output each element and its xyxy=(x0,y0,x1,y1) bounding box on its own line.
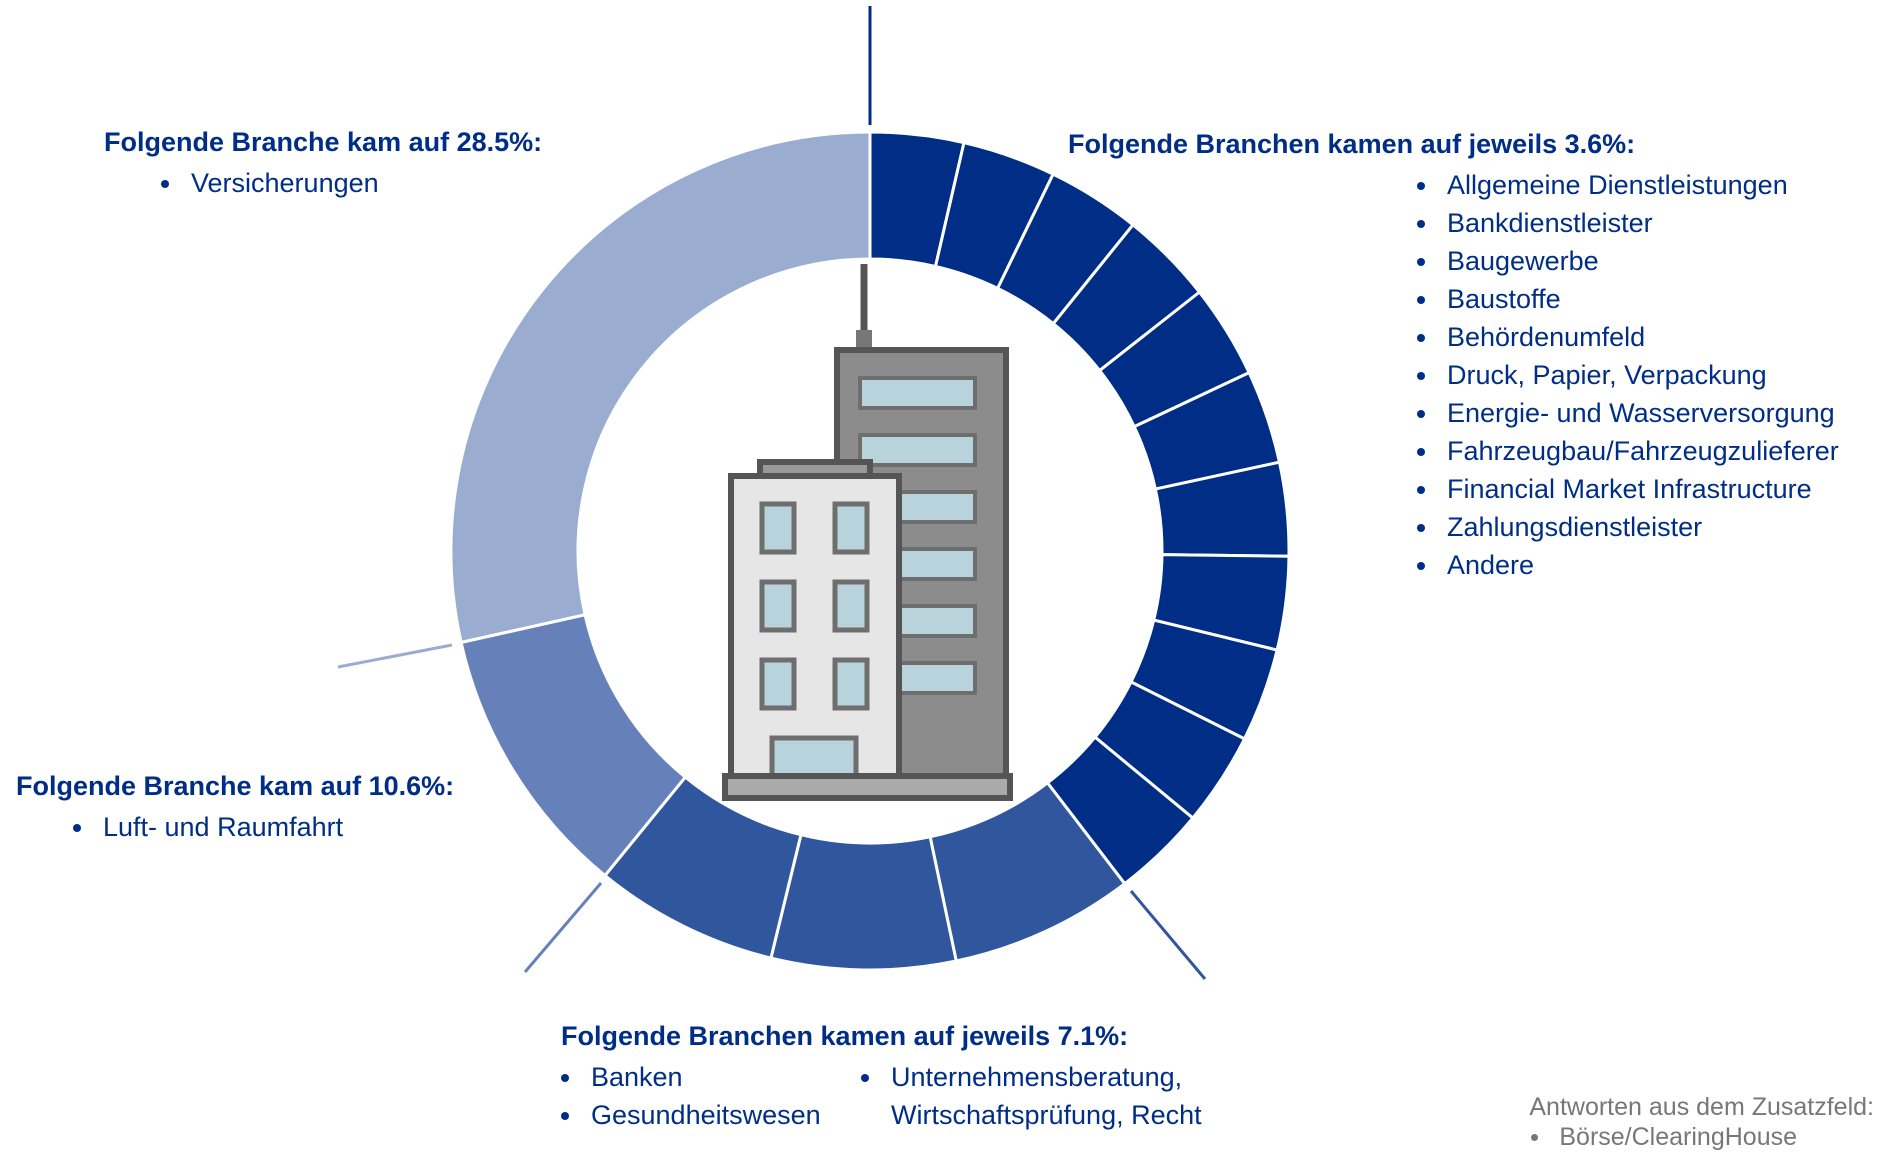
group-heading: Folgende Branche kam auf 28.5%: xyxy=(104,124,542,160)
leader-line xyxy=(1131,891,1205,979)
leader-line xyxy=(525,883,601,972)
item: Versicherungen xyxy=(157,164,542,202)
leader-line xyxy=(338,645,452,667)
item: Banken xyxy=(557,1058,857,1096)
item: Luft- und Raumfahrt xyxy=(69,808,454,846)
note: Antworten aus dem Zusatzfeld: Börse/Clea… xyxy=(1529,1092,1874,1152)
donut-segment xyxy=(771,835,956,970)
group-heading: Folgende Branchen kamen auf jeweils 7.1%… xyxy=(561,1018,1237,1054)
item-list: Versicherungen xyxy=(157,164,542,202)
item: Gesundheitswesen xyxy=(557,1096,857,1134)
item: Fahrzeugbau/Fahrzeugzulieferer xyxy=(1413,432,1839,470)
item: Unternehmensberatung, Wirtschaftsprüfung… xyxy=(857,1058,1237,1134)
item-list: Luft- und Raumfahrt xyxy=(69,808,454,846)
item: Zahlungsdienstleister xyxy=(1413,508,1839,546)
item: Andere xyxy=(1413,546,1839,584)
label-group: Folgende Branchen kamen auf jeweils 7.1%… xyxy=(561,1018,1237,1134)
group-heading: Folgende Branchen kamen auf jeweils 3.6%… xyxy=(1068,126,1839,162)
group-heading: Folgende Branche kam auf 10.6%: xyxy=(16,768,454,804)
label-group: Folgende Branche kam auf 10.6%: Luft- und… xyxy=(16,768,454,846)
item: Behördenumfeld xyxy=(1413,318,1839,356)
item: Bankdienstleister xyxy=(1413,204,1839,242)
item: Allgemeine Dienstleistungen xyxy=(1413,166,1839,204)
label-group: Folgende Branche kam auf 28.5%: Versicher… xyxy=(104,124,542,202)
page: Folgende Branchen kamen auf jeweils 3.6%… xyxy=(0,0,1896,1148)
building-icon xyxy=(725,264,1010,798)
label-group: Folgende Branchen kamen auf jeweils 3.6%… xyxy=(1068,126,1839,584)
item: Baugewerbe xyxy=(1413,242,1839,280)
item: Energie- und Wasserversorgung xyxy=(1413,394,1839,432)
note-title: Antworten aus dem Zusatzfeld: xyxy=(1529,1092,1874,1122)
item: Baustoffe xyxy=(1413,280,1839,318)
item: Financial Market Infrastructure xyxy=(1413,470,1839,508)
item: Druck, Papier, Verpackung xyxy=(1413,356,1839,394)
